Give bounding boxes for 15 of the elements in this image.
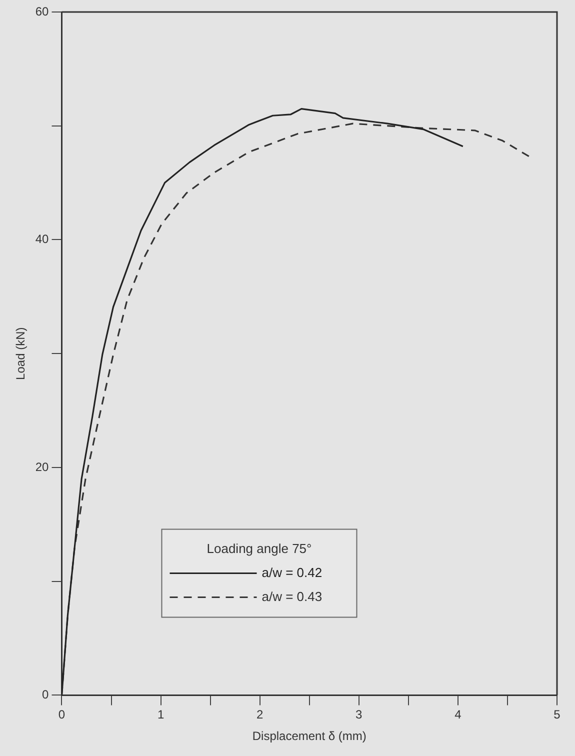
x-tick-label: 5 bbox=[554, 708, 561, 722]
x-axis-title: Displacement δ (mm) bbox=[252, 729, 366, 744]
text: a/w = 0.42 bbox=[262, 564, 322, 580]
y-tick-label: 60 bbox=[35, 4, 50, 18]
legend-title: Loading angle 75° bbox=[206, 540, 312, 556]
x-tick-label: 1 bbox=[157, 708, 164, 722]
y-tick-label: 40 bbox=[35, 232, 50, 246]
text: a/w = 0.43 bbox=[262, 588, 322, 604]
y-axis-title: Load (kN) bbox=[14, 327, 28, 380]
y-tick-label: 20 bbox=[35, 460, 50, 474]
x-tick-label: 2 bbox=[256, 708, 264, 722]
x-tick-label: 0 bbox=[58, 708, 66, 722]
x-tick-label: 4 bbox=[454, 708, 462, 722]
x-tick-label: 3 bbox=[356, 708, 363, 722]
y-tick-label: 0 bbox=[42, 688, 50, 702]
